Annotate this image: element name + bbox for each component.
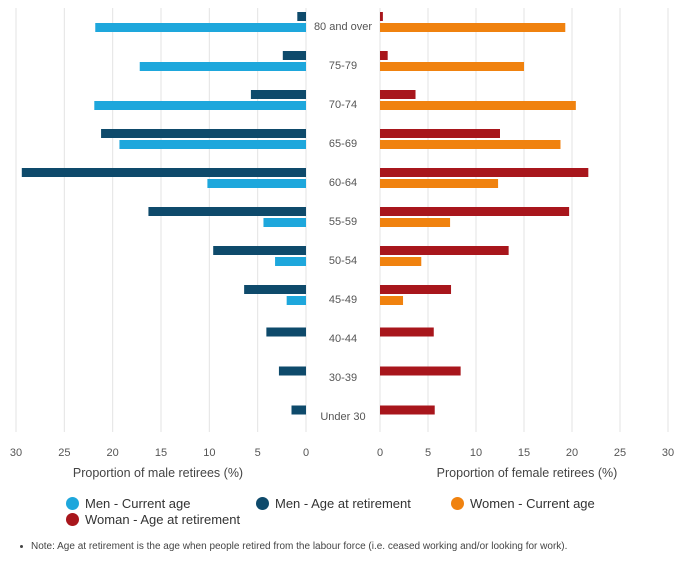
legend-label: Men - Current age (85, 496, 191, 511)
bar-men-age-at-retirement (21, 168, 307, 177)
left-axis-title: Proportion of male retirees (%) (73, 466, 243, 480)
tick-labels: 30 25 20 15 10 5 0 0 5 10 15 20 25 30 (10, 447, 674, 459)
bar-men-age-at-retirement (297, 12, 306, 21)
x-tick-label: 30 (662, 447, 674, 459)
bar-men-current-age (95, 23, 307, 32)
legend-dot-icon (66, 513, 79, 526)
category-label: 40-44 (329, 333, 357, 345)
retirement-age-chart: 80 and over 75-79 70-74 65-69 60-64 55-59 50-5… (10, 8, 674, 480)
bar-woman-age-at-retirement (380, 207, 570, 216)
bar-women-current-age (380, 296, 404, 305)
bar-woman-age-at-retirement (380, 168, 589, 177)
footnote-text: Note: Age at retirement is the age when … (31, 541, 568, 552)
bar-men-age-at-retirement (278, 366, 306, 376)
bar-woman-age-at-retirement (380, 285, 452, 294)
bar-men-age-at-retirement (148, 207, 306, 216)
legend-item-woman-age-at-retirement[interactable]: Woman - Age at retirement (66, 512, 240, 527)
category-label: 80 and over (314, 21, 372, 33)
bar-men-age-at-retirement (101, 129, 306, 138)
x-tick-label: 25 (614, 447, 626, 459)
bar-women-current-age (380, 23, 566, 32)
bar-woman-age-at-retirement (380, 90, 416, 99)
bar-men-current-age (119, 140, 306, 149)
bar-men-age-at-retirement (213, 246, 306, 255)
x-tick-label: 5 (425, 447, 431, 459)
bar-woman-age-at-retirement (380, 366, 461, 376)
bar-woman-age-at-retirement (380, 12, 383, 21)
bar-women-current-age (380, 218, 451, 227)
bullet-icon (20, 544, 23, 548)
bar-men-current-age (286, 296, 306, 305)
bar-men-age-at-retirement (282, 51, 306, 60)
legend-label: Women - Current age (470, 496, 595, 511)
category-label: 70-74 (329, 99, 357, 111)
category-label: Under 30 (320, 411, 365, 423)
bar-men-current-age (94, 101, 306, 110)
category-label: 50-54 (329, 255, 357, 267)
category-label: 30-39 (329, 372, 357, 384)
bar-women-current-age (380, 101, 576, 110)
category-label: 65-69 (329, 138, 357, 150)
legend-label: Men - Age at retirement (275, 496, 411, 511)
x-tick-label: 15 (155, 447, 167, 459)
x-tick-label: 0 (377, 447, 383, 459)
legend: Men - Current age Men - Age at retiremen… (66, 496, 666, 532)
bar-men-age-at-retirement (250, 90, 306, 99)
bar-men-current-age (275, 257, 306, 266)
x-tick-label: 25 (58, 447, 70, 459)
legend-dot-icon (256, 497, 269, 510)
bar-woman-age-at-retirement (380, 51, 388, 60)
bar-woman-age-at-retirement (380, 246, 509, 255)
bar-woman-age-at-retirement (380, 327, 434, 337)
x-tick-label: 10 (470, 447, 482, 459)
category-labels: 80 and over 75-79 70-74 65-69 60-64 55-59 50-5… (314, 21, 372, 423)
bar-woman-age-at-retirement (380, 129, 500, 138)
bar-men-current-age (263, 218, 306, 227)
legend-item-men-current-age[interactable]: Men - Current age (66, 496, 191, 511)
gridlines (15, 8, 669, 432)
x-tick-label: 10 (203, 447, 215, 459)
bar-men-age-at-retirement (244, 285, 306, 294)
bar-woman-age-at-retirement (380, 405, 435, 415)
footnote: Note: Age at retirement is the age when … (20, 541, 670, 552)
legend-item-men-age-at-retirement[interactable]: Men - Age at retirement (256, 496, 411, 511)
legend-item-women-current-age[interactable]: Women - Current age (451, 496, 595, 511)
x-tick-label: 5 (255, 447, 261, 459)
category-label: 75-79 (329, 60, 357, 72)
bar-men-current-age (207, 179, 306, 188)
right-axis-title: Proportion of female retirees (%) (437, 466, 618, 480)
bar-women-current-age (380, 179, 499, 188)
category-label: 45-49 (329, 294, 357, 306)
bar-men-age-at-retirement (266, 327, 306, 337)
legend-label: Woman - Age at retirement (85, 512, 241, 527)
category-label: 55-59 (329, 216, 357, 228)
bar-men-age-at-retirement (291, 405, 306, 415)
bar-women-current-age (380, 62, 524, 71)
x-tick-label: 0 (303, 447, 309, 459)
category-label: 60-64 (329, 177, 357, 189)
legend-dot-icon (66, 497, 79, 510)
legend-dot-icon (451, 497, 464, 510)
x-tick-label: 20 (566, 447, 578, 459)
bar-women-current-age (380, 257, 422, 266)
bar-men-current-age (139, 62, 306, 71)
x-tick-label: 20 (107, 447, 119, 459)
bars (21, 12, 589, 415)
x-tick-label: 15 (518, 447, 530, 459)
bar-women-current-age (380, 140, 561, 149)
x-tick-label: 30 (10, 447, 22, 459)
